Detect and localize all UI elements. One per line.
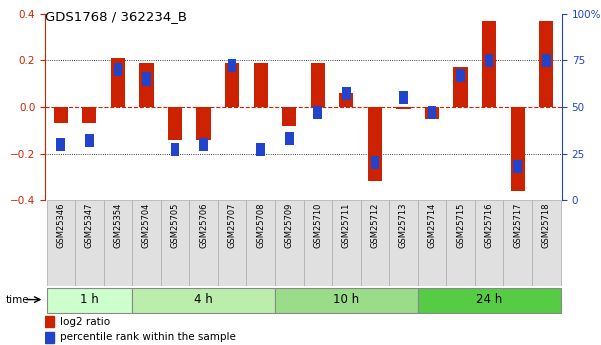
Bar <box>304 200 332 286</box>
Bar <box>197 107 211 139</box>
Bar <box>218 200 246 286</box>
Text: GDS1768 / 362234_B: GDS1768 / 362234_B <box>45 10 187 23</box>
Bar <box>132 200 160 286</box>
Bar <box>342 87 350 100</box>
Text: GSM25710: GSM25710 <box>313 203 322 248</box>
Bar <box>45 332 54 343</box>
Bar <box>46 288 132 313</box>
Text: GSM25707: GSM25707 <box>228 203 237 248</box>
Text: time: time <box>6 295 29 305</box>
Bar <box>361 200 389 286</box>
Bar <box>82 107 97 123</box>
Text: GSM25716: GSM25716 <box>484 203 493 248</box>
Text: GSM25705: GSM25705 <box>171 203 180 248</box>
Bar <box>168 107 182 139</box>
Bar <box>485 54 493 67</box>
Bar <box>368 107 382 181</box>
Text: GSM25708: GSM25708 <box>256 203 265 248</box>
Bar <box>539 21 554 107</box>
Text: GSM25347: GSM25347 <box>85 203 94 248</box>
Bar <box>332 200 361 286</box>
Text: GSM25712: GSM25712 <box>370 203 379 248</box>
Text: GSM25714: GSM25714 <box>427 203 436 248</box>
Text: 10 h: 10 h <box>334 293 359 306</box>
Bar <box>453 67 468 107</box>
Bar <box>510 107 525 191</box>
Bar <box>482 21 496 107</box>
Text: GSM25706: GSM25706 <box>199 203 208 248</box>
Text: GSM25713: GSM25713 <box>399 203 408 248</box>
Bar <box>254 63 268 107</box>
Text: GSM25717: GSM25717 <box>513 203 522 248</box>
Bar <box>339 93 353 107</box>
Bar <box>75 200 103 286</box>
Bar <box>282 107 296 126</box>
Bar <box>285 132 293 145</box>
Text: GSM25709: GSM25709 <box>285 203 294 248</box>
Bar <box>142 72 151 86</box>
Text: 24 h: 24 h <box>476 293 502 306</box>
Bar <box>399 91 407 104</box>
Bar <box>532 200 561 286</box>
Bar <box>132 288 275 313</box>
Bar <box>542 54 551 67</box>
Bar <box>389 200 418 286</box>
Bar <box>275 200 304 286</box>
Text: GSM25715: GSM25715 <box>456 203 465 248</box>
Text: GSM25346: GSM25346 <box>56 203 66 248</box>
Bar <box>103 200 132 286</box>
Bar <box>311 63 325 107</box>
Bar <box>275 288 418 313</box>
Bar <box>396 107 410 109</box>
Bar <box>513 160 522 173</box>
Bar <box>111 58 125 107</box>
Bar <box>418 200 447 286</box>
Bar <box>504 200 532 286</box>
Bar <box>160 200 189 286</box>
Bar <box>456 69 465 82</box>
Bar <box>428 106 436 119</box>
Text: GSM25711: GSM25711 <box>342 203 351 248</box>
Bar <box>171 143 179 156</box>
Text: 4 h: 4 h <box>194 293 213 306</box>
Text: GSM25704: GSM25704 <box>142 203 151 248</box>
Bar <box>139 63 154 107</box>
Text: 1 h: 1 h <box>80 293 99 306</box>
Bar <box>46 200 75 286</box>
Bar <box>56 138 65 151</box>
Bar <box>246 200 275 286</box>
Bar <box>189 200 218 286</box>
Bar <box>53 107 68 123</box>
Bar <box>257 143 265 156</box>
Text: GSM25354: GSM25354 <box>114 203 123 248</box>
Bar <box>418 288 561 313</box>
Bar <box>371 156 379 169</box>
Bar <box>228 59 236 72</box>
Text: log2 ratio: log2 ratio <box>59 317 109 327</box>
Bar <box>45 316 54 327</box>
Bar <box>475 200 504 286</box>
Bar <box>200 138 208 151</box>
Text: GSM25718: GSM25718 <box>542 203 551 248</box>
Bar <box>85 134 94 147</box>
Bar <box>225 63 239 107</box>
Bar <box>425 107 439 119</box>
Bar <box>114 63 122 76</box>
Bar <box>314 106 322 119</box>
Text: percentile rank within the sample: percentile rank within the sample <box>59 332 236 342</box>
Bar <box>447 200 475 286</box>
